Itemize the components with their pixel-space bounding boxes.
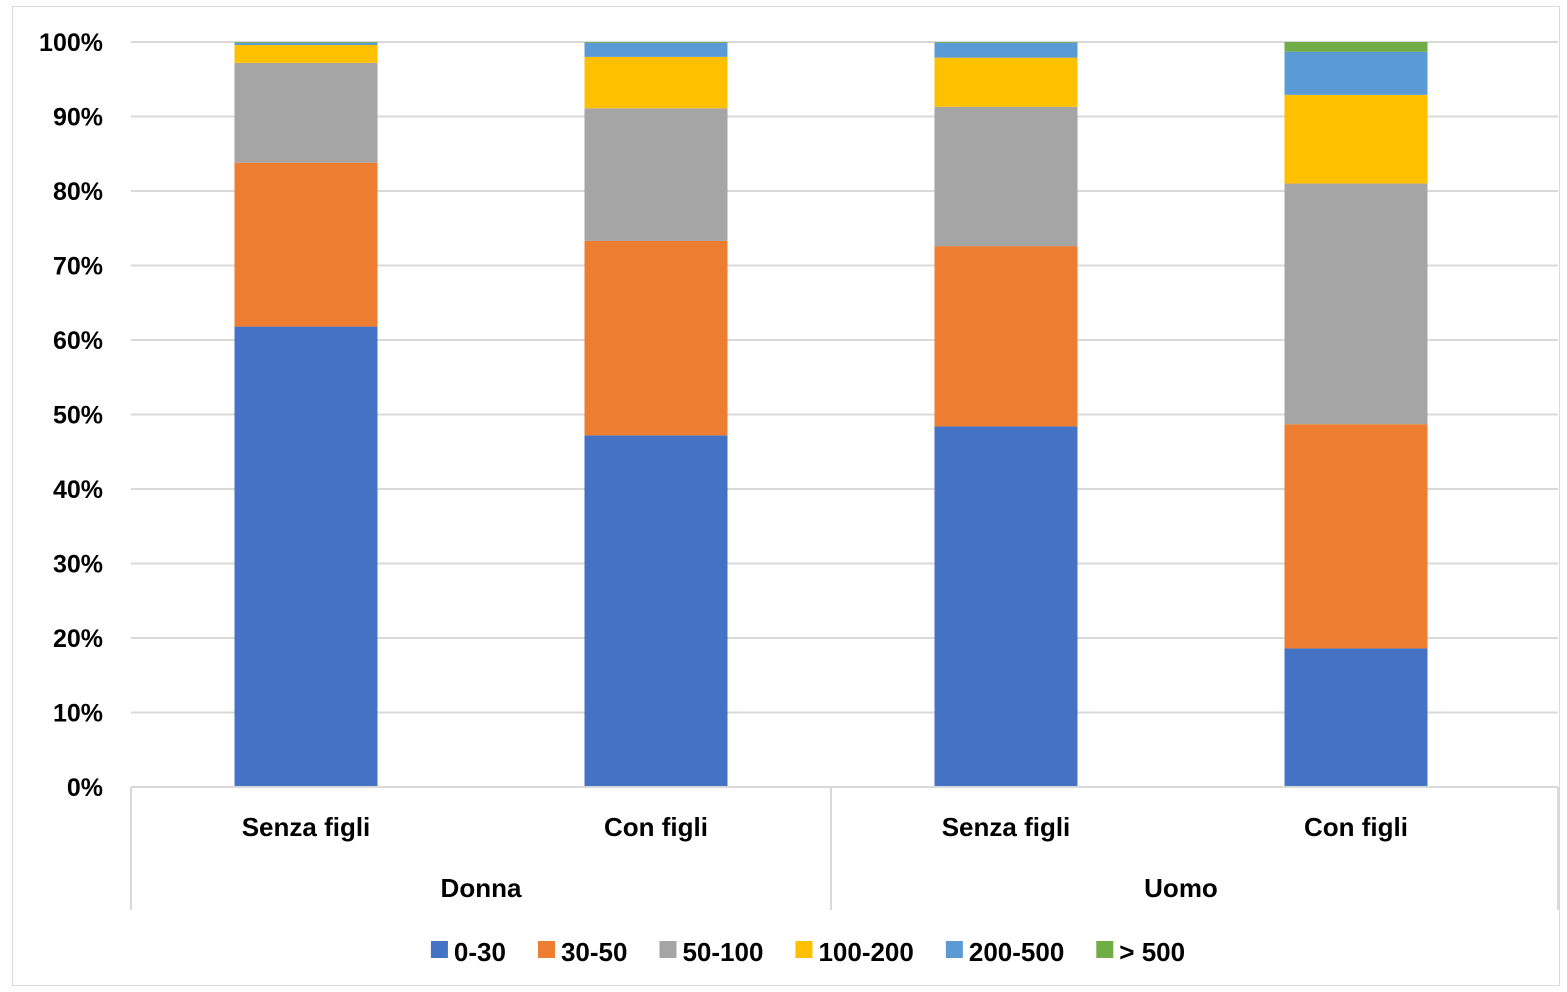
bar-segment bbox=[234, 62, 378, 163]
bar-segment bbox=[584, 56, 728, 109]
chart-border bbox=[12, 6, 1560, 986]
x-category-label: Con figli bbox=[604, 812, 708, 842]
bar-segment bbox=[934, 426, 1078, 787]
y-tick-label: 100% bbox=[39, 29, 103, 57]
legend-swatch bbox=[430, 941, 448, 958]
y-tick-label: 80% bbox=[53, 178, 103, 206]
y-tick-label: 20% bbox=[53, 625, 103, 653]
y-tick-label: 0% bbox=[67, 774, 103, 802]
legend-label: 200-500 bbox=[969, 937, 1064, 967]
bar-segment bbox=[934, 42, 1078, 43]
bar-segment bbox=[1284, 648, 1428, 787]
bar-segment bbox=[584, 108, 728, 241]
legend-swatch bbox=[659, 941, 677, 958]
bar-segment bbox=[584, 42, 728, 57]
x-category-label: Senza figli bbox=[242, 812, 371, 842]
bar-segment bbox=[584, 42, 728, 43]
bar-segment bbox=[934, 246, 1078, 427]
legend-label: 100-200 bbox=[818, 937, 913, 967]
bar-segment bbox=[234, 44, 378, 63]
y-tick-label: 40% bbox=[53, 476, 103, 504]
y-tick-label: 30% bbox=[53, 551, 103, 579]
bar-segment bbox=[1284, 51, 1428, 95]
bar-segment bbox=[934, 106, 1078, 247]
y-tick-label: 70% bbox=[53, 253, 103, 281]
bar-segment bbox=[234, 162, 378, 327]
legend-label: 50-100 bbox=[682, 937, 763, 967]
bar-segment bbox=[234, 42, 378, 43]
y-tick-label: 10% bbox=[53, 700, 103, 728]
y-tick-label: 90% bbox=[53, 104, 103, 132]
x-group-label: Donna bbox=[441, 873, 522, 903]
bar-segment bbox=[584, 435, 728, 787]
legend-label: 30-50 bbox=[561, 937, 628, 967]
x-group-label: Uomo bbox=[1144, 873, 1218, 903]
x-category-label: Senza figli bbox=[942, 812, 1071, 842]
legend-label: > 500 bbox=[1119, 937, 1185, 967]
bar-segment bbox=[1284, 183, 1428, 425]
legend-swatch bbox=[537, 941, 555, 958]
bar-segment bbox=[234, 326, 378, 787]
bar-segment bbox=[1284, 42, 1428, 52]
y-tick-label: 60% bbox=[53, 327, 103, 355]
legend-swatch bbox=[945, 941, 963, 958]
bar-segment bbox=[934, 42, 1078, 58]
bar-segment bbox=[934, 57, 1078, 107]
legend-swatch bbox=[795, 941, 813, 958]
legend-swatch bbox=[1096, 941, 1114, 958]
bar-segment bbox=[584, 240, 728, 436]
y-tick-label: 50% bbox=[53, 402, 103, 430]
bar-segment bbox=[1284, 94, 1428, 184]
x-category-label: Con figli bbox=[1304, 812, 1408, 842]
legend-label: 0-30 bbox=[454, 937, 506, 967]
bar-segment bbox=[234, 42, 378, 45]
bar-segment bbox=[1284, 424, 1428, 649]
